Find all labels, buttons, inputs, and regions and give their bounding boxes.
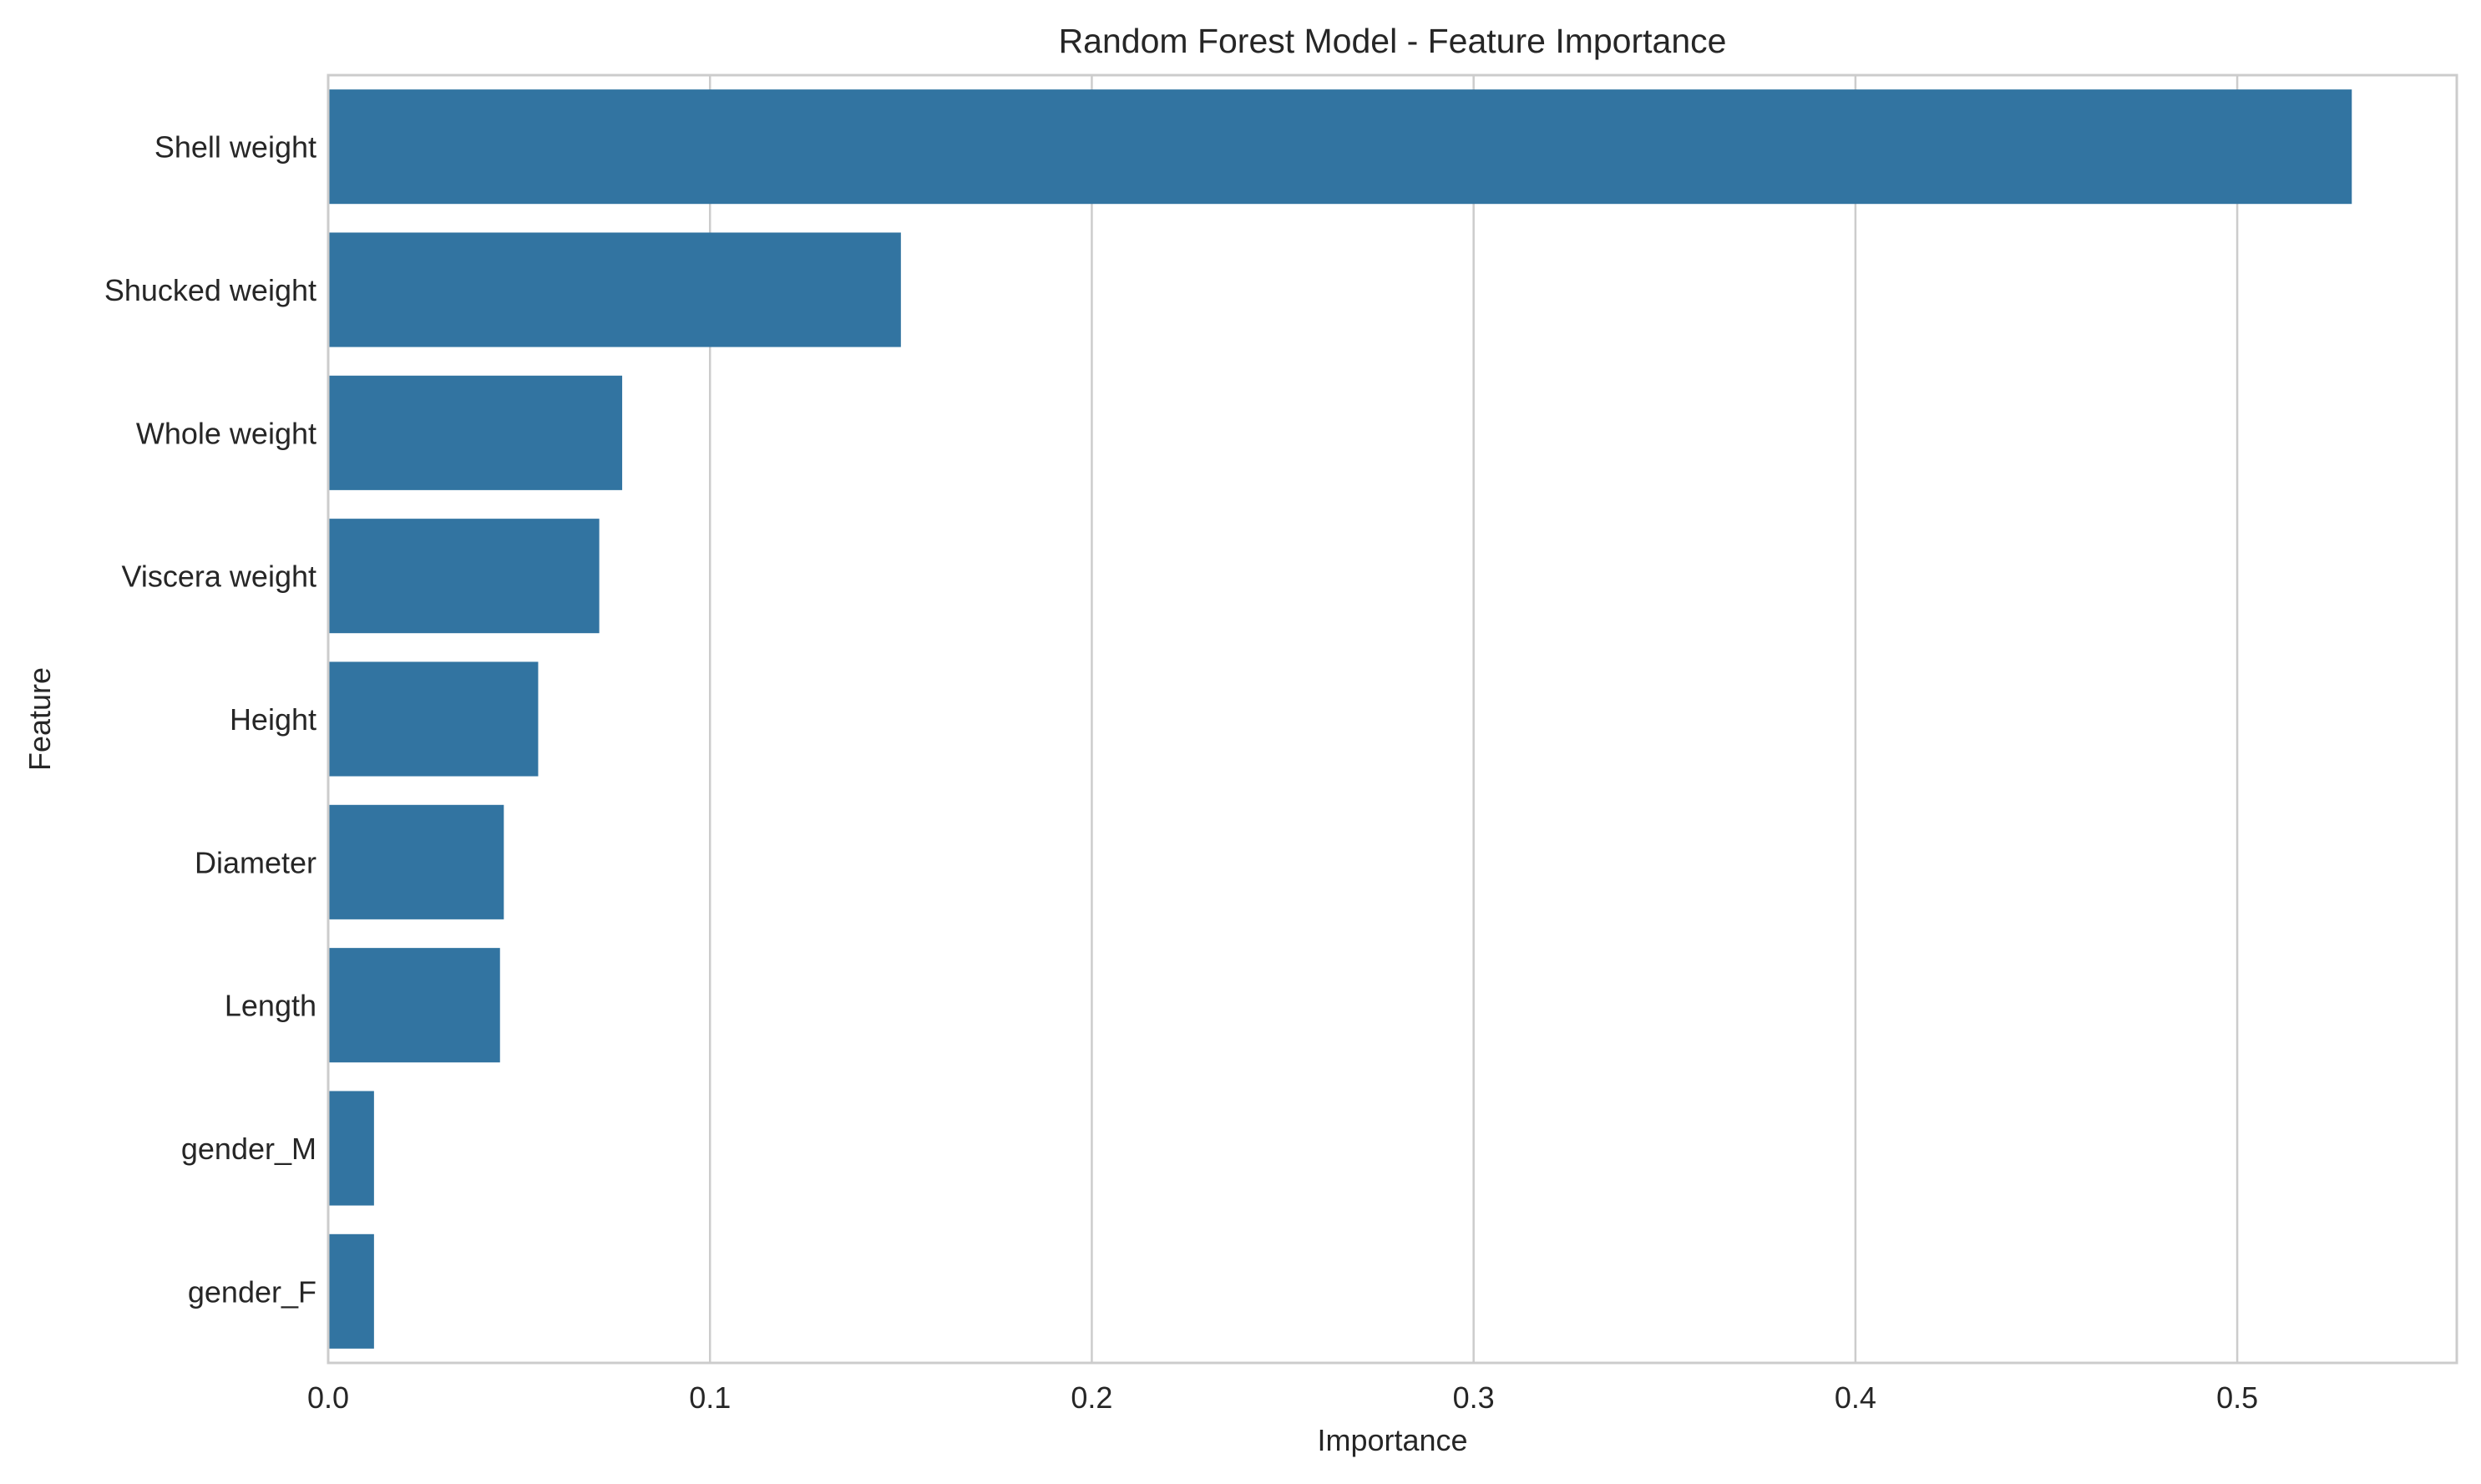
x-tick-label: 0.3 [1453,1380,1495,1415]
bar-diameter [328,804,504,919]
x-tick-labels: 0.0 0.1 0.2 0.3 0.4 0.5 [307,1380,2258,1415]
y-tick-label: Shell weight [154,130,316,165]
plot-frame [327,73,2458,1365]
y-tick-label: gender_F [188,1274,316,1309]
x-tick-label: 0.4 [1835,1380,1876,1415]
bar-gender-f [328,1233,374,1349]
y-tick-label: Height [230,702,316,737]
y-axis-label: Feature [23,667,57,771]
bar-gender-m [328,1091,374,1206]
x-tick-label: 0.5 [2216,1380,2258,1415]
y-tick-label: Viscera weight [122,560,316,594]
y-tick-label: Shucked weight [104,273,316,307]
y-tick-label: Length [225,989,316,1023]
bar-shucked-weight [328,232,901,347]
bar-shell-weight [328,89,2352,205]
bars [328,89,2352,1349]
chart-title: Random Forest Model - Feature Importance [1059,22,1727,60]
x-tick-label: 0.1 [689,1380,731,1415]
bar-length [328,948,500,1063]
x-axis-label: Importance [1317,1423,1467,1457]
y-tick-labels: Shell weight Shucked weight Whole weight Vi… [104,130,316,1309]
y-tick-label: Diameter [195,845,316,879]
y-tick-label: Whole weight [136,416,316,450]
y-tick-label: gender_M [181,1132,316,1166]
x-tick-label: 0.0 [307,1380,349,1415]
x-tick-label: 0.2 [1071,1380,1112,1415]
bar-whole-weight [328,375,623,490]
bar-height [328,661,539,777]
bar-viscera-weight [328,519,600,634]
